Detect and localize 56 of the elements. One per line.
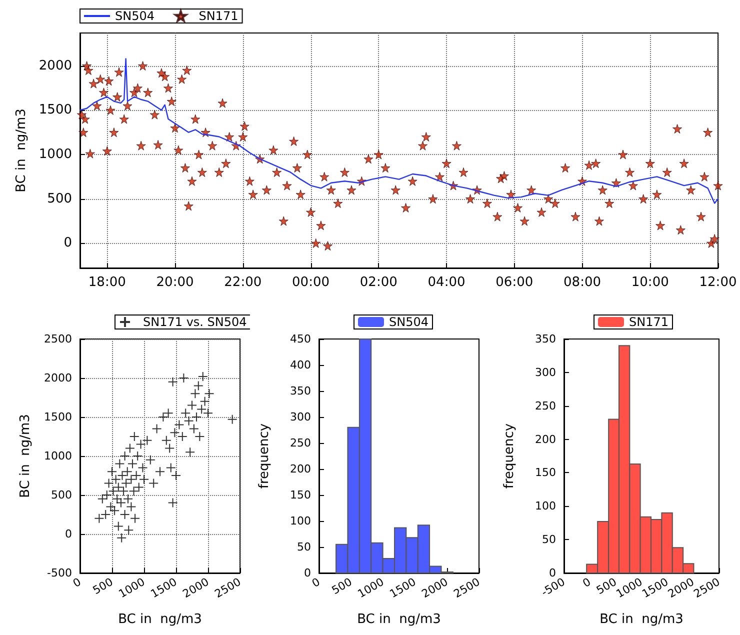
y-tick-label: 2000 — [44, 372, 72, 384]
x-tick-label: 08:00 — [564, 275, 601, 290]
y-axis-title: frequency — [502, 423, 517, 489]
x-tick-label: 12:00 — [699, 275, 737, 290]
y-tick-label: -500 — [47, 566, 72, 580]
x-tick-label: 500 — [330, 575, 354, 598]
y-tick-label: 0 — [65, 528, 72, 540]
x-tick-label: 04:00 — [428, 275, 466, 290]
y-tick-label: 300 — [535, 366, 556, 379]
legend-label: SN171 — [198, 9, 238, 23]
y-tick-label: 200 — [290, 462, 311, 476]
y-tick-label: 2500 — [44, 332, 72, 346]
y-tick-label: 1000 — [44, 450, 72, 462]
x-tick-label: 18:00 — [88, 275, 126, 290]
y-tick-label: 0 — [64, 236, 72, 251]
y-tick-label: 0 — [549, 566, 556, 580]
x-tick-label: 20:00 — [156, 275, 194, 290]
legend-label: SN504 — [115, 9, 154, 23]
y-axis-title: BC in ng/m3 — [18, 414, 33, 498]
y-tick-label: 350 — [290, 384, 311, 398]
y-tick-label: 500 — [51, 488, 72, 502]
y-tick-label: 100 — [290, 514, 311, 528]
y-tick-label: 0 — [304, 566, 311, 580]
legend-label: SN171 vs. SN504 — [143, 315, 247, 329]
y-axis-title: frequency — [257, 423, 272, 489]
y-tick-label: 450 — [290, 332, 311, 346]
y-tick-label: 250 — [290, 436, 311, 450]
x-axis-title: BC in ng/m3 — [118, 612, 202, 627]
y-axis-title: BC in ng/m3 — [14, 108, 30, 192]
y-tick-label: 2000 — [38, 58, 72, 74]
y-tick-label: 50 — [297, 540, 311, 554]
y-tick-label: 150 — [535, 466, 556, 480]
y-tick-label: 500 — [47, 191, 72, 206]
x-tick-label: 500 — [90, 575, 116, 598]
y-tick-label: 250 — [535, 399, 556, 412]
y-tick-label: 300 — [290, 410, 311, 424]
y-tick-label: 1500 — [44, 410, 72, 424]
legend-label: SN504 — [389, 315, 428, 329]
y-tick-label: 100 — [535, 500, 556, 513]
y-tick-label: 350 — [535, 332, 556, 346]
y-tick-label: 50 — [542, 533, 556, 546]
y-tick-label: 1000 — [38, 146, 72, 162]
x-tick-label: 0 — [580, 575, 594, 590]
x-axis-title: BC in ng/m3 — [357, 612, 441, 627]
x-tick-label: 10:00 — [631, 275, 669, 290]
y-tick-label: 150 — [290, 488, 311, 502]
y-tick-label: 400 — [290, 358, 311, 372]
x-axis-title: BC in ng/m3 — [600, 612, 684, 627]
x-tick-label: 06:00 — [496, 275, 534, 290]
y-tick-label: 1500 — [38, 102, 72, 118]
x-tick-label: 02:00 — [360, 275, 398, 290]
legend-label: SN171 — [629, 315, 668, 329]
x-tick-label: 0 — [310, 575, 322, 590]
x-tick-label: 22:00 — [224, 275, 262, 290]
y-tick-label: 200 — [535, 432, 556, 446]
x-tick-label: 00:00 — [292, 275, 330, 290]
